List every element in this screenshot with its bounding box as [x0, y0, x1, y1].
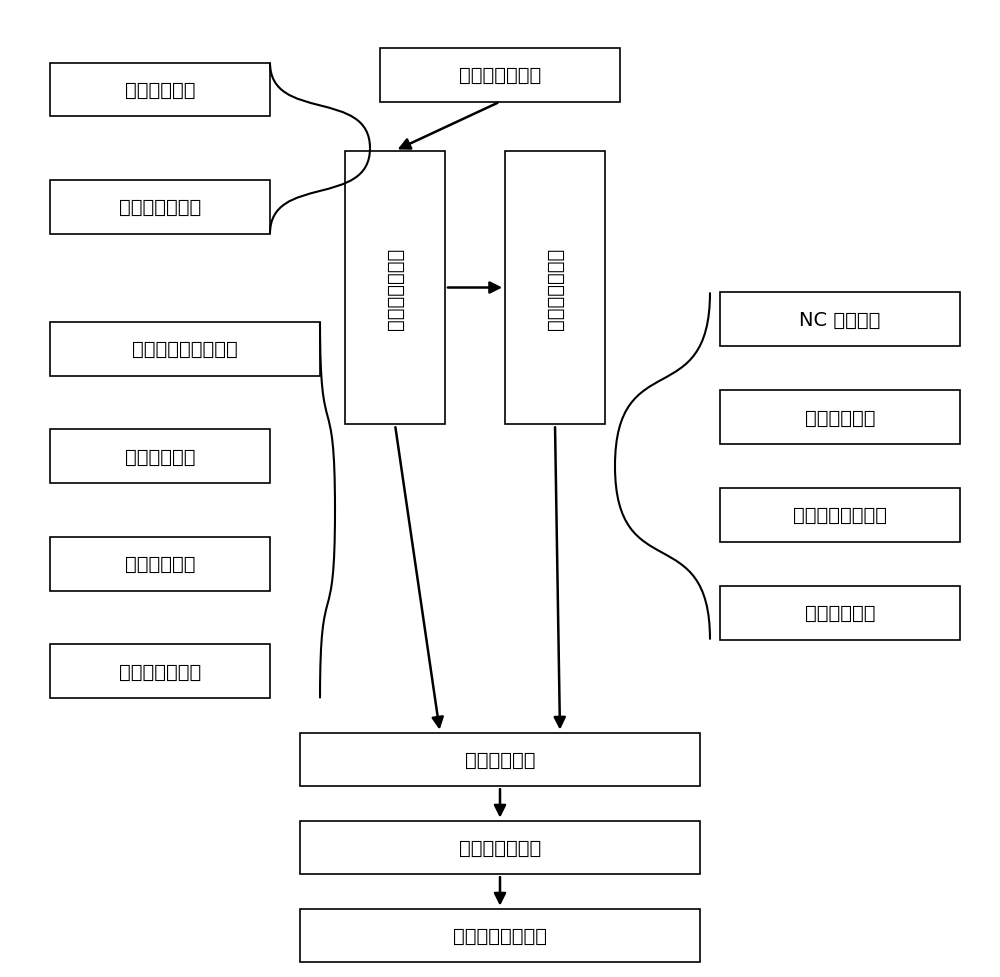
- Text: 缓冲液的选择: 缓冲液的选择: [125, 555, 195, 573]
- Text: 金标抗体的喷涂: 金标抗体的喷涂: [119, 662, 201, 681]
- FancyBboxPatch shape: [50, 645, 270, 699]
- FancyBboxPatch shape: [720, 488, 960, 542]
- FancyBboxPatch shape: [50, 430, 270, 484]
- FancyBboxPatch shape: [720, 391, 960, 445]
- Text: 固相载体的选择: 固相载体的选择: [546, 247, 564, 329]
- Text: 封闭液的筛选: 封闭液的筛选: [125, 447, 195, 466]
- Text: 试纸条性能考核: 试纸条性能考核: [459, 838, 541, 857]
- FancyBboxPatch shape: [505, 151, 605, 425]
- FancyBboxPatch shape: [720, 586, 960, 640]
- Text: 胶体金的制备: 胶体金的制备: [125, 81, 195, 100]
- Text: 层析条件的确定: 层析条件的确定: [385, 247, 404, 329]
- FancyBboxPatch shape: [300, 909, 700, 962]
- Text: 试纸条复核、检测: 试纸条复核、检测: [453, 926, 547, 945]
- Text: 玻璃纤维素膜选择: 玻璃纤维素膜选择: [793, 506, 887, 525]
- FancyBboxPatch shape: [50, 64, 270, 117]
- Text: 结合垫的选择: 结合垫的选择: [805, 408, 875, 427]
- FancyBboxPatch shape: [345, 151, 445, 425]
- FancyBboxPatch shape: [380, 49, 620, 103]
- FancyBboxPatch shape: [300, 733, 700, 786]
- FancyBboxPatch shape: [50, 181, 270, 234]
- Text: 金标抗体的制备: 金标抗体的制备: [459, 66, 541, 85]
- Text: 抗体制备与纯化: 抗体制备与纯化: [119, 198, 201, 217]
- Text: 抗原二抗浓度的确定: 抗原二抗浓度的确定: [132, 340, 238, 359]
- Text: NC 膜的选择: NC 膜的选择: [799, 311, 881, 329]
- Text: 试纸条的组装: 试纸条的组装: [465, 750, 535, 769]
- FancyBboxPatch shape: [50, 322, 320, 376]
- FancyBboxPatch shape: [720, 293, 960, 347]
- FancyBboxPatch shape: [50, 537, 270, 591]
- FancyBboxPatch shape: [300, 821, 700, 874]
- Text: 吸收垫的选择: 吸收垫的选择: [805, 604, 875, 622]
